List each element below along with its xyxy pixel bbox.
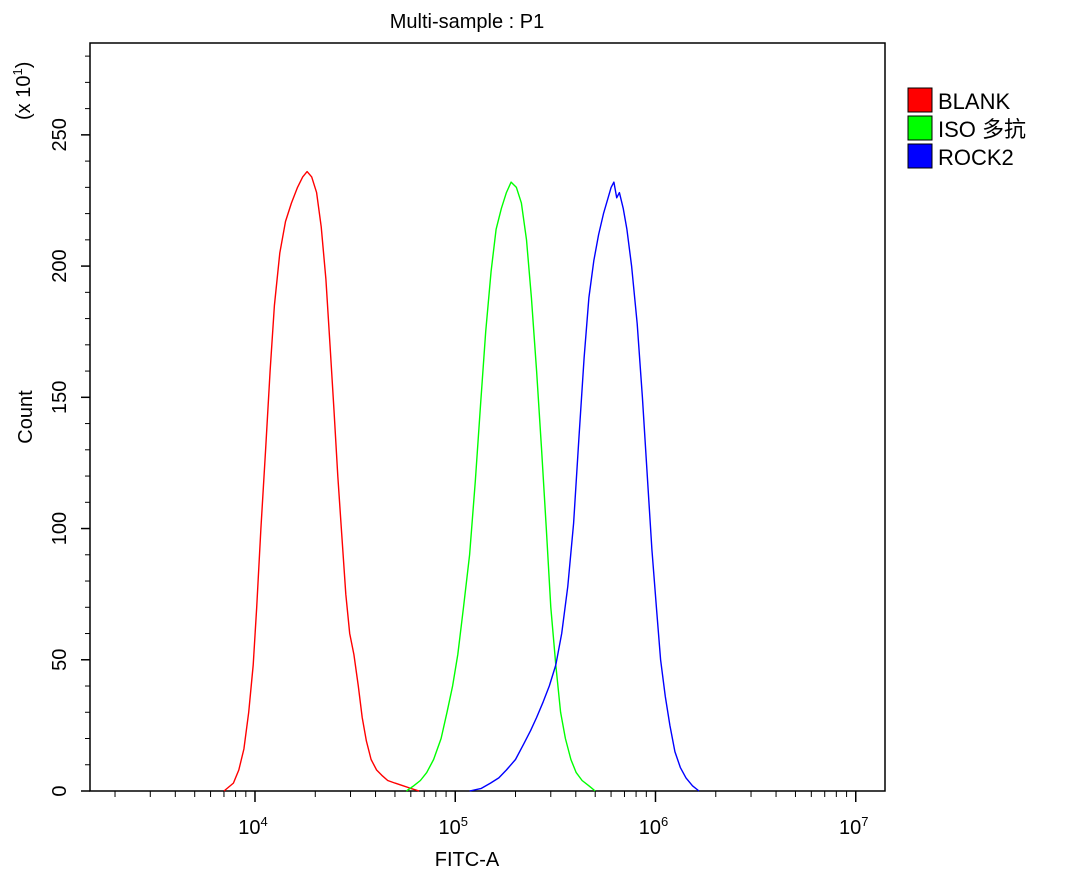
chart-title: Multi-sample : P1	[390, 11, 545, 33]
y-tick-label: 0	[49, 785, 71, 796]
x-tick-base: 10	[438, 817, 460, 839]
x-tick-label: 104	[238, 814, 267, 839]
y-multiplier-exp: 1	[10, 68, 25, 75]
x-tick-exp: 7	[861, 814, 868, 829]
x-axis: 104 105 106 107	[114, 791, 868, 839]
x-tick-base: 10	[839, 817, 861, 839]
y-multiplier-base: (x 10	[13, 76, 35, 120]
y-tick-label: 250	[49, 118, 71, 151]
x-tick-exp: 6	[661, 814, 668, 829]
y-axis: 0 50 100 150 200 250	[49, 55, 90, 797]
x-tick-exp: 5	[461, 814, 468, 829]
legend: BLANK ISO 多抗 ROCK2	[907, 87, 1026, 170]
x-tick-label: 105	[438, 814, 467, 839]
legend-label: ROCK2	[938, 145, 1014, 170]
y-multiplier-close: )	[13, 62, 35, 69]
y-tick-label: 50	[49, 649, 71, 671]
legend-swatch	[907, 87, 933, 113]
series-line-0	[223, 170, 420, 792]
x-axis-label: FITC-A	[435, 849, 500, 871]
x-tick-label: 107	[839, 814, 868, 839]
y-tick-label: 150	[49, 381, 71, 414]
series-line-2	[469, 181, 700, 792]
y-tick-label: 200	[49, 249, 71, 282]
plot-frame	[89, 42, 886, 792]
y-multiplier: (x 101)	[10, 62, 35, 120]
legend-label: BLANK	[938, 89, 1010, 114]
legend-swatch	[907, 143, 933, 169]
x-tick-label: 106	[639, 814, 668, 839]
y-tick-label: 100	[49, 512, 71, 545]
y-axis-label: Count	[15, 390, 37, 444]
legend-label: ISO 多抗	[938, 117, 1026, 142]
legend-swatch	[907, 115, 933, 141]
series-group	[223, 170, 700, 792]
x-tick-base: 10	[238, 817, 260, 839]
x-tick-base: 10	[639, 817, 661, 839]
x-tick-exp: 4	[260, 814, 267, 829]
series-line-1	[405, 181, 596, 792]
